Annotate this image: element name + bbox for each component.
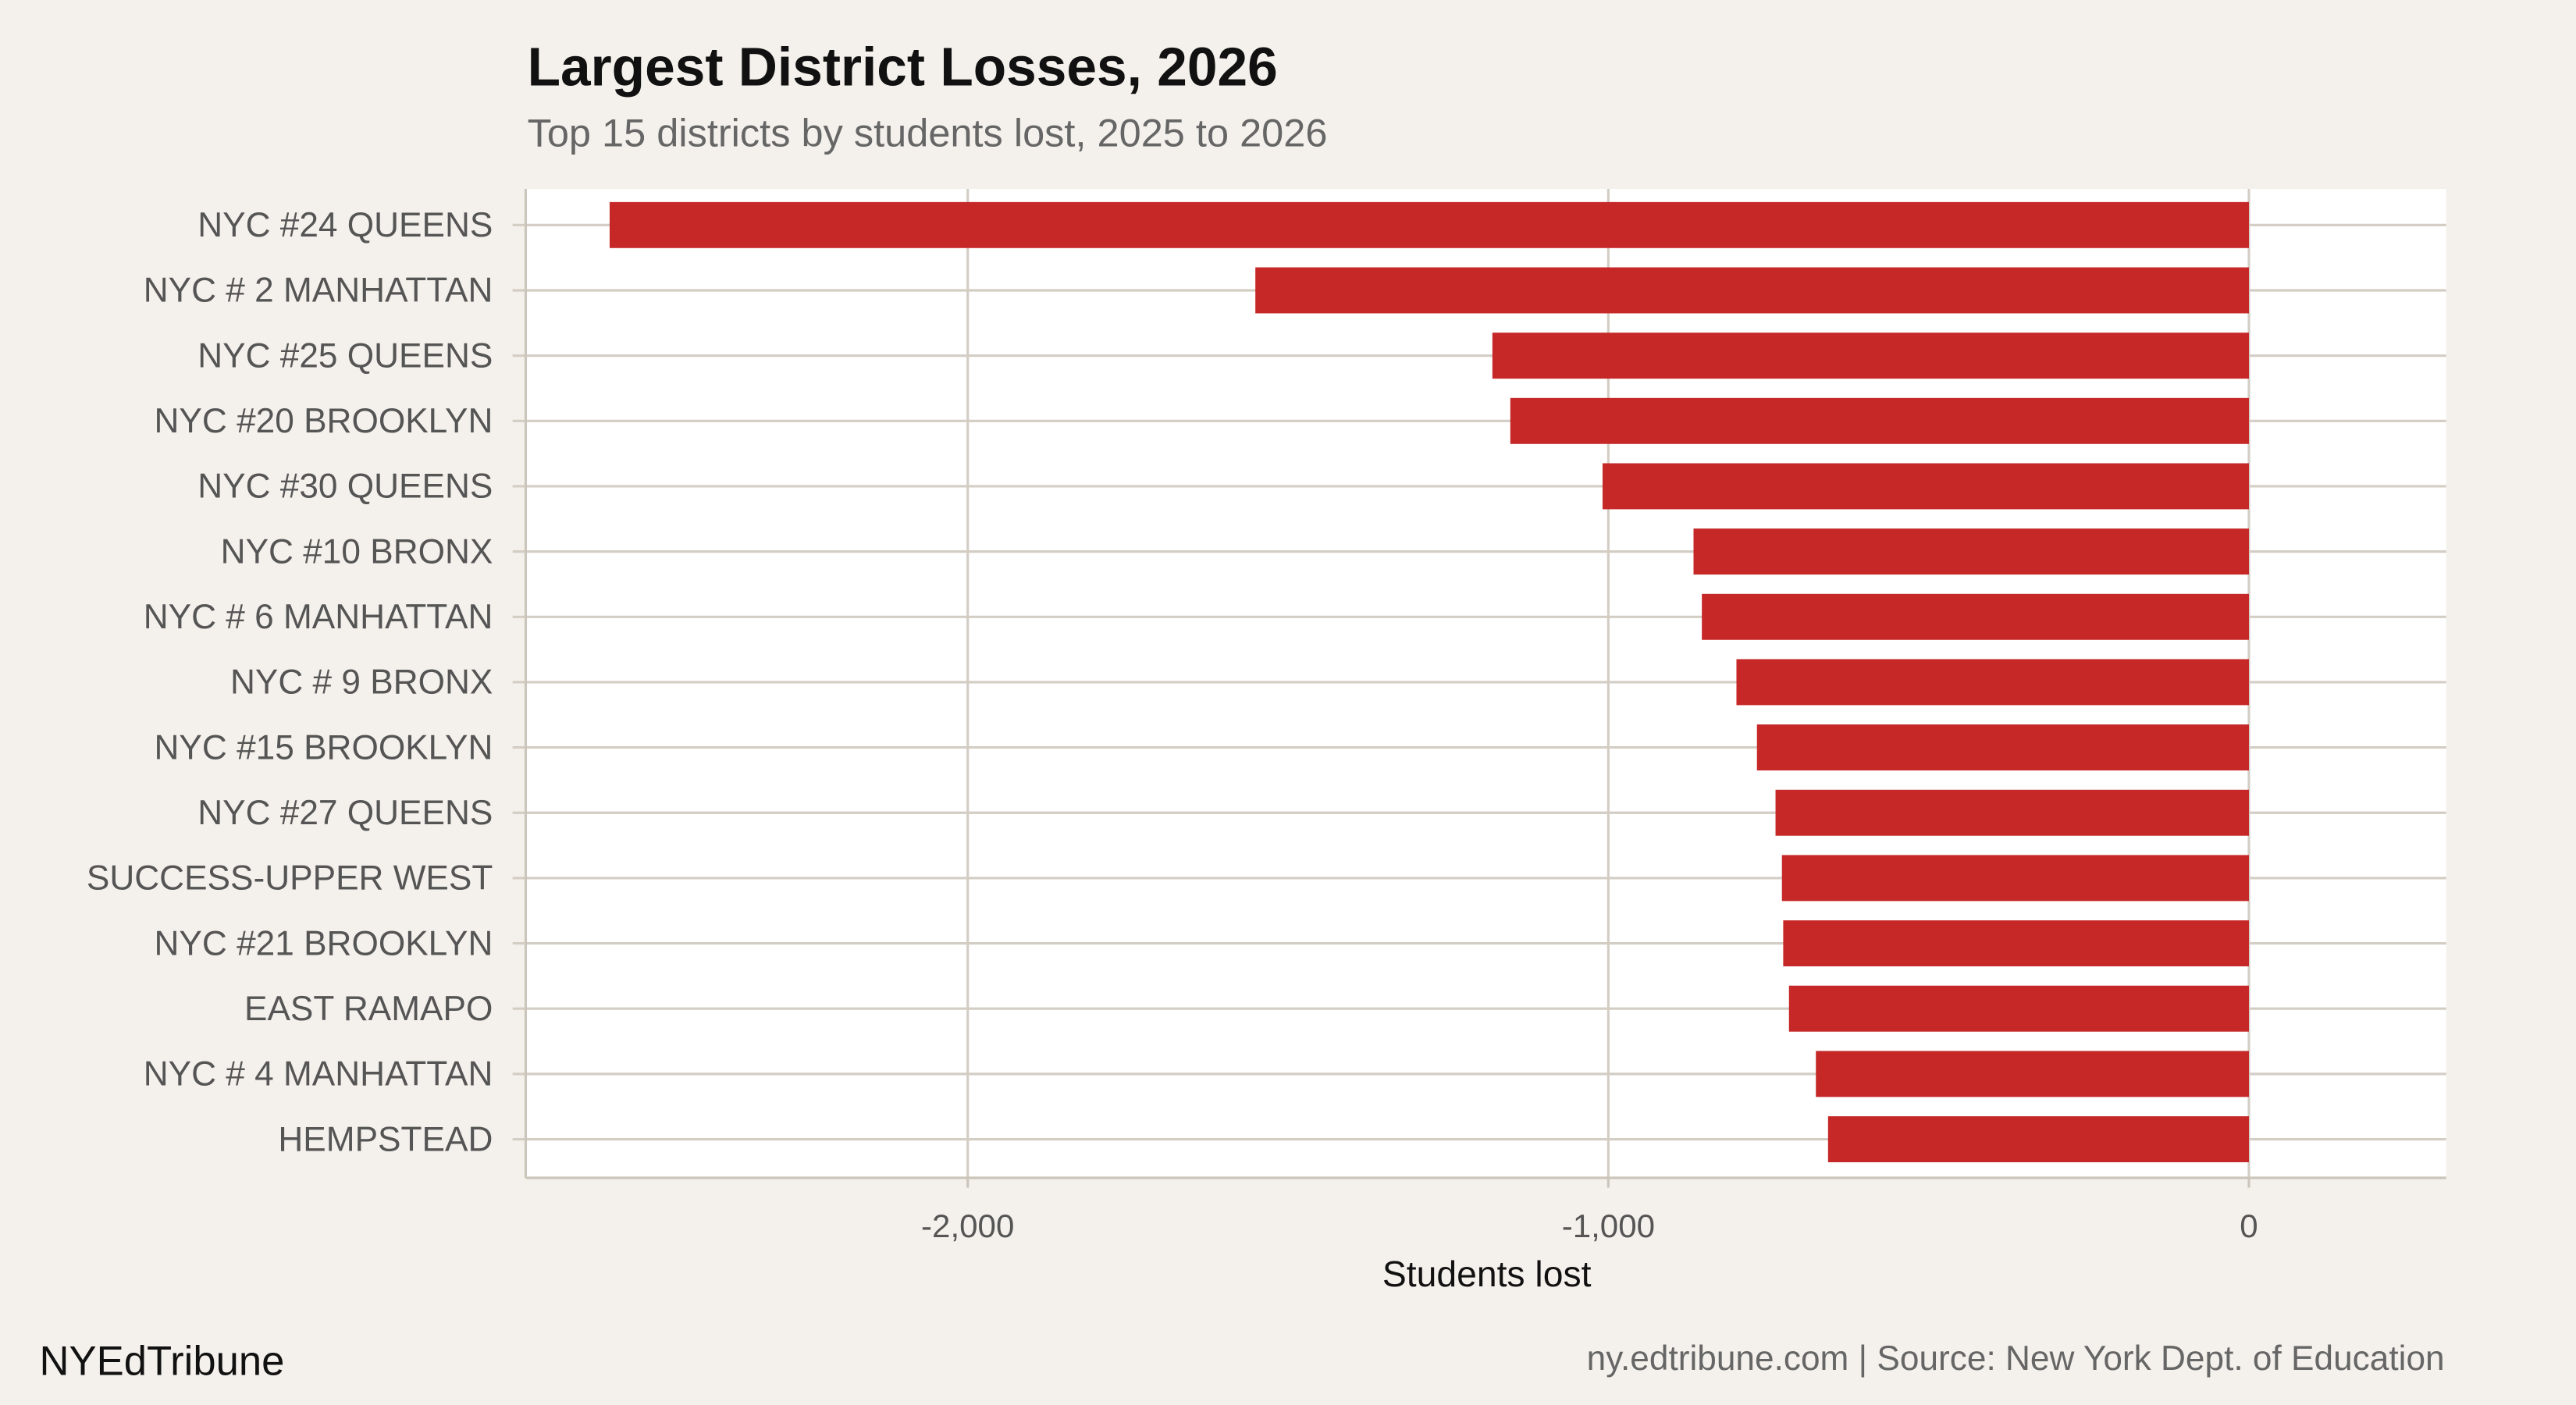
bar — [1602, 463, 2249, 510]
bar — [1783, 920, 2249, 967]
y-tick-label: NYC # 2 MANHATTAN — [144, 272, 493, 310]
x-axis-title: Students lost — [1382, 1254, 1592, 1294]
y-tick-label: NYC #27 QUEENS — [197, 794, 493, 832]
brand-logo-text: NYEdTribune — [39, 1339, 285, 1385]
y-tick-label: NYC # 4 MANHATTAN — [144, 1055, 493, 1094]
chart-title: Largest District Losses, 2026 — [527, 36, 1278, 98]
y-tick-label: NYC #15 BROOKLYN — [155, 728, 493, 767]
x-tick-label: -1,000 — [1562, 1208, 1655, 1244]
bar — [1827, 1116, 2249, 1163]
y-tick-label: NYC #30 QUEENS — [197, 468, 493, 506]
bar — [1693, 528, 2249, 575]
bar — [609, 201, 2249, 248]
y-tick-label: NYC #24 QUEENS — [197, 206, 493, 244]
y-tick-label: EAST RAMAPO — [244, 990, 493, 1028]
y-tick-label: SUCCESS-UPPER WEST — [87, 859, 493, 898]
y-tick-label: HEMPSTEAD — [278, 1120, 493, 1158]
bar — [1788, 985, 2249, 1032]
bar — [1702, 593, 2249, 640]
x-tick-label: -2,000 — [921, 1208, 1014, 1244]
y-tick-label: NYC # 6 MANHATTAN — [144, 598, 493, 636]
chart-subtitle: Top 15 districts by students lost, 2025 … — [527, 112, 1328, 156]
bar — [1510, 397, 2249, 444]
bar — [1736, 659, 2249, 706]
y-tick-label: NYC #10 BRONX — [221, 532, 493, 571]
y-tick-label: NYC #25 QUEENS — [197, 336, 493, 375]
source-note: ny.edtribune.com | Source: New York Dept… — [1586, 1340, 2445, 1378]
bar — [1492, 333, 2249, 379]
bar — [1255, 267, 2249, 314]
bar — [1775, 789, 2249, 836]
bar — [1816, 1051, 2249, 1097]
y-tick-label: NYC #20 BROOKLYN — [155, 402, 493, 440]
bar — [1781, 855, 2249, 902]
y-tick-label: NYC #21 BROOKLYN — [155, 924, 493, 962]
x-tick-label: 0 — [2240, 1208, 2258, 1244]
bar — [1756, 724, 2249, 771]
y-tick-label: NYC # 9 BRONX — [230, 663, 493, 702]
